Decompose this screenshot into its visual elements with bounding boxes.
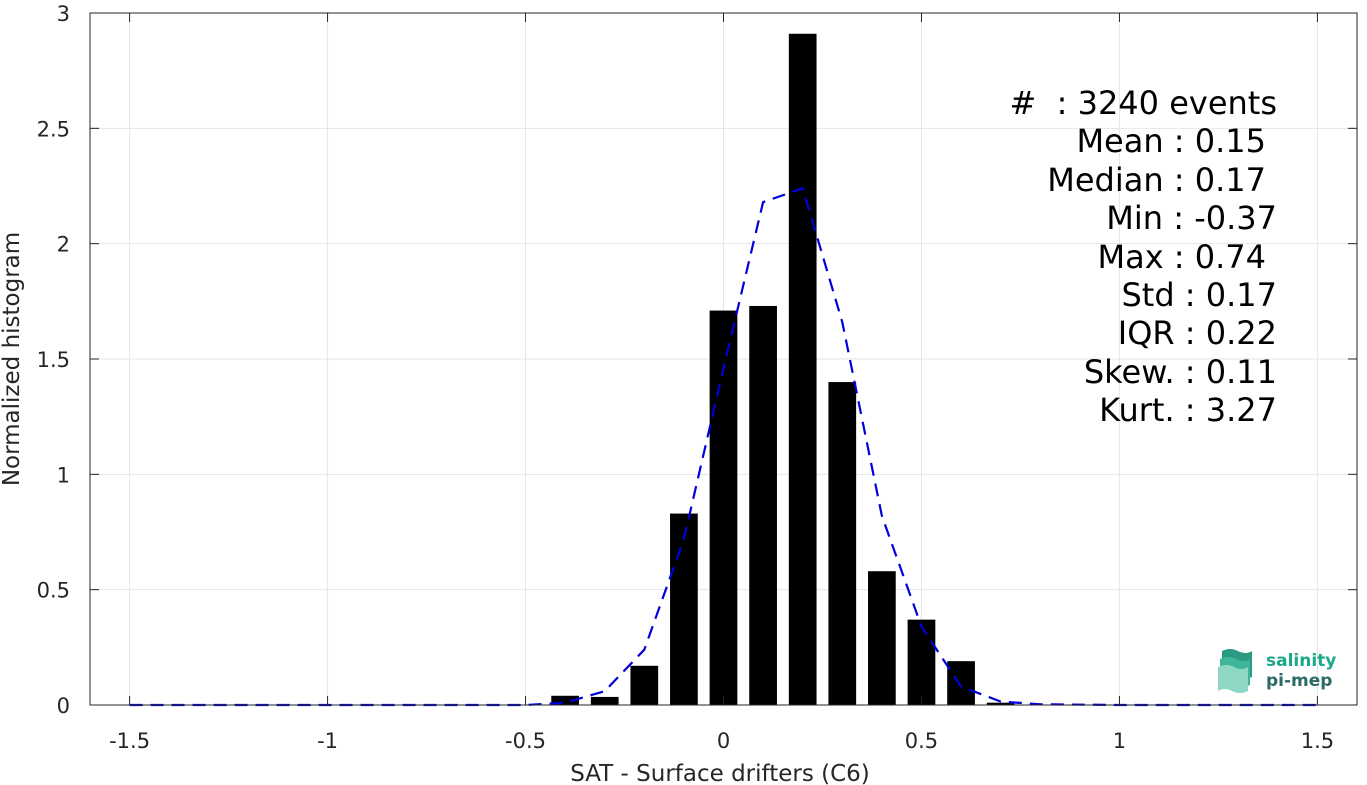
histogram-bar	[868, 571, 896, 705]
stat-events: # : 3240 events	[1009, 84, 1277, 122]
x-axis-label: SAT - Surface drifters (C6)	[570, 761, 870, 785]
stat-std: Std : 0.17	[1121, 276, 1277, 315]
x-tick-label: -0.5	[505, 729, 546, 753]
stat-min: Min : -0.37	[1106, 199, 1277, 238]
histogram-bars	[551, 33, 1015, 705]
y-tick-label: 3	[57, 2, 70, 26]
salinity-pi-mep-logo: salinity pi-mep	[1218, 649, 1336, 693]
histogram-bar	[788, 33, 817, 705]
histogram-bar	[709, 310, 738, 705]
fit-curve	[129, 186, 1318, 707]
histogram-bar	[907, 619, 936, 705]
stat-kurt: Kurt. : 3.27	[1099, 391, 1277, 430]
y-axis-label: Normalized histogram	[0, 232, 25, 486]
y-tick-label: 2	[57, 233, 70, 257]
x-tick-labels: -1.5 -1 -0.5 0 0.5 1 1.5	[109, 729, 1334, 753]
x-tick-label: 0	[717, 729, 730, 753]
histogram-bar	[551, 695, 579, 705]
x-tick-label: -1	[317, 729, 338, 753]
x-tick-label: 1.5	[1301, 729, 1334, 753]
logo-text-pi-mep: pi-mep	[1266, 671, 1332, 691]
y-tick-label: 2.5	[37, 117, 70, 141]
stat-iqr: IQR : 0.22	[1117, 314, 1277, 353]
histogram-bar	[986, 702, 1015, 705]
statistics-annotation: # : 3240 events Mean : 0.15 Median : 0.1…	[1009, 84, 1277, 430]
histogram-bar	[947, 661, 975, 705]
y-tick-label: 0.5	[37, 579, 70, 603]
wave-layers-icon	[1218, 649, 1252, 693]
y-tick-label: 0	[57, 694, 70, 718]
stat-mean: Mean : 0.15	[1076, 122, 1266, 161]
stat-median: Median : 0.17	[1047, 160, 1266, 199]
y-tick-labels: 0 0.5 1 1.5 2 2.5 3	[37, 2, 70, 718]
histogram-bar	[749, 305, 777, 705]
stat-max: Max : 0.74	[1097, 237, 1266, 276]
stat-skew: Skew. : 0.11	[1083, 352, 1277, 391]
y-tick-label: 1.5	[37, 348, 70, 372]
axis-ticks	[90, 12, 1357, 706]
y-tick-label: 1	[57, 463, 70, 487]
x-tick-label: 0.5	[905, 729, 938, 753]
x-tick-label: 1	[1113, 729, 1126, 753]
histogram-bar	[828, 382, 857, 705]
x-tick-label: -1.5	[109, 729, 150, 753]
histogram-bar	[630, 665, 659, 705]
histogram-bar	[590, 696, 619, 705]
histogram-bar	[670, 513, 698, 705]
logo-text-salinity: salinity	[1266, 651, 1336, 671]
